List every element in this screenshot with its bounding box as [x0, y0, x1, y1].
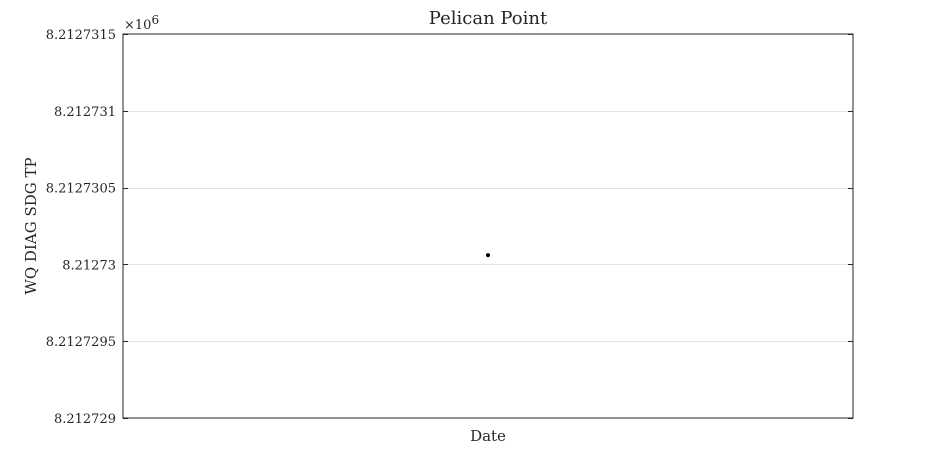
y-axis-multiplier: ×106	[124, 13, 159, 33]
y-multiplier-exponent: 6	[151, 13, 159, 27]
gridlines	[123, 111, 853, 342]
plot-frame	[122, 33, 854, 419]
chart-title: Pelican Point	[429, 8, 548, 29]
data-points	[486, 253, 490, 258]
plot-area	[123, 34, 853, 418]
y-tick-label: 8.2127305	[46, 182, 116, 197]
y-tick-label: 8.2127295	[46, 335, 116, 350]
y-multiplier-base: ×10	[124, 18, 151, 33]
x-axis-label: Date	[470, 427, 506, 445]
y-axis-label: WQ DIAG SDG TP	[22, 157, 40, 294]
y-tick-label: 8.2127315	[46, 28, 116, 43]
y-ticks: 8.212729 8.2127295 8.21273 8.2127305 8.21273…	[46, 28, 853, 427]
y-tick-label: 8.212731	[54, 105, 116, 120]
y-tick-label: 8.21273	[62, 258, 116, 273]
data-point	[486, 253, 490, 258]
y-tick-label: 8.212729	[54, 412, 116, 427]
